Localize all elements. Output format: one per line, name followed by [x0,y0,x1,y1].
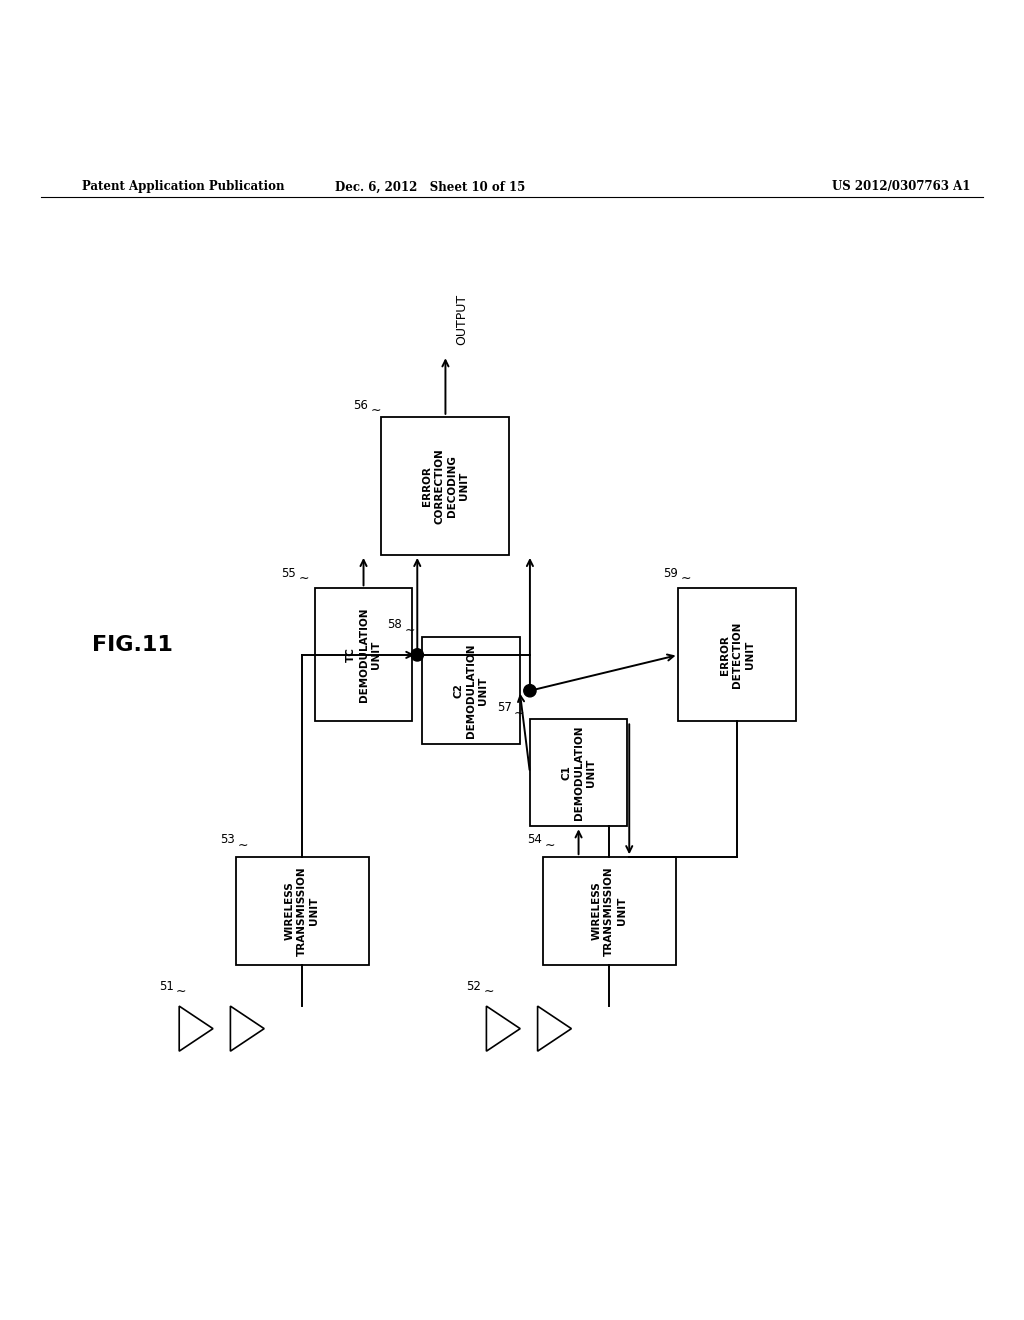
Text: 53: 53 [220,833,234,846]
Text: ∼: ∼ [176,985,186,998]
Text: ∼: ∼ [545,838,555,851]
Text: C1
DEMODULATION
UNIT: C1 DEMODULATION UNIT [561,726,596,820]
Text: 57: 57 [497,701,512,714]
Text: 58: 58 [387,618,401,631]
Text: Dec. 6, 2012   Sheet 10 of 15: Dec. 6, 2012 Sheet 10 of 15 [335,181,525,194]
Text: ∼: ∼ [238,838,248,851]
Circle shape [524,685,537,697]
Text: WIRELESS
TRANSMISSION
UNIT: WIRELESS TRANSMISSION UNIT [592,866,627,956]
Text: ERROR
CORRECTION
DECODING
UNIT: ERROR CORRECTION DECODING UNIT [422,447,469,524]
Text: 55: 55 [282,568,296,579]
Text: US 2012/0307763 A1: US 2012/0307763 A1 [831,181,971,194]
FancyBboxPatch shape [423,638,520,744]
Text: Patent Application Publication: Patent Application Publication [82,181,285,194]
Text: ERROR
DETECTION
UNIT: ERROR DETECTION UNIT [720,622,755,688]
Polygon shape [486,1006,520,1051]
Polygon shape [538,1006,571,1051]
Polygon shape [179,1006,213,1051]
Text: OUTPUT: OUTPUT [456,294,469,345]
Text: 54: 54 [527,833,543,846]
FancyBboxPatch shape [678,589,797,722]
Text: 52: 52 [466,979,481,993]
FancyBboxPatch shape [381,417,510,554]
Text: ∼: ∼ [483,985,494,998]
Circle shape [411,648,424,661]
Text: FIG.11: FIG.11 [92,635,173,655]
FancyBboxPatch shape [315,589,412,722]
Text: ∼: ∼ [299,573,309,585]
Text: ∼: ∼ [681,573,691,585]
FancyBboxPatch shape [543,857,676,965]
Text: WIRELESS
TRANSMISSION
UNIT: WIRELESS TRANSMISSION UNIT [285,866,319,956]
Text: ∼: ∼ [514,706,524,719]
Text: ∼: ∼ [404,623,415,636]
Text: C2
DEMODULATION
UNIT: C2 DEMODULATION UNIT [454,643,488,738]
Polygon shape [230,1006,264,1051]
Text: ∼: ∼ [371,404,381,417]
Text: TC
DEMODULATION
UNIT: TC DEMODULATION UNIT [346,607,381,702]
FancyBboxPatch shape [236,857,369,965]
Text: 51: 51 [159,979,174,993]
FancyBboxPatch shape [530,719,627,826]
Text: 59: 59 [664,568,679,579]
Text: 56: 56 [353,399,369,412]
